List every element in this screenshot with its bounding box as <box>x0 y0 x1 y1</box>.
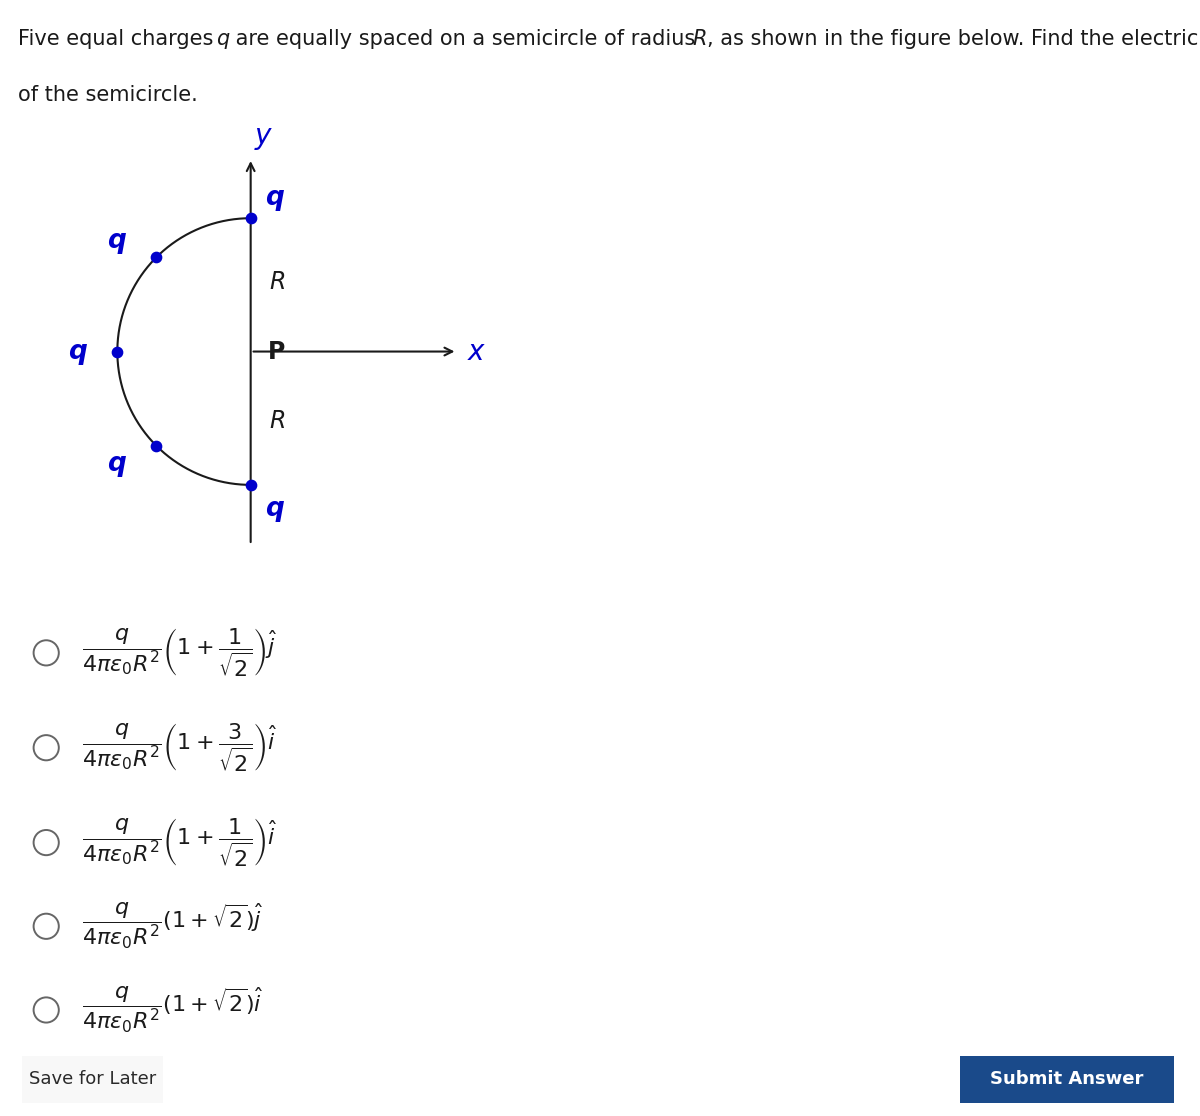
Text: $\mathit{R}$: $\mathit{R}$ <box>269 270 286 295</box>
Text: , as shown in the figure below. Find the electric field at the center P: , as shown in the figure below. Find the… <box>707 29 1200 49</box>
Text: $\dfrac{q}{4\pi\varepsilon_0 R^2}\left(1 + \dfrac{3}{\sqrt{2}}\right)\hat{i}$: $\dfrac{q}{4\pi\varepsilon_0 R^2}\left(1… <box>82 722 277 773</box>
Text: of the semicircle.: of the semicircle. <box>18 85 198 105</box>
Text: q: q <box>265 185 284 211</box>
Text: Save for Later: Save for Later <box>29 1070 156 1088</box>
Text: $\dfrac{q}{4\pi\varepsilon_0 R^2}(1 + \sqrt{2})\hat{i}$: $\dfrac{q}{4\pi\varepsilon_0 R^2}(1 + \s… <box>82 985 263 1035</box>
FancyBboxPatch shape <box>949 1054 1184 1105</box>
Text: $\dfrac{q}{4\pi\varepsilon_0 R^2}(1 + \sqrt{2})\hat{j}$: $\dfrac{q}{4\pi\varepsilon_0 R^2}(1 + \s… <box>82 902 263 951</box>
Text: q: q <box>107 452 126 478</box>
Text: q: q <box>216 29 229 49</box>
Point <box>146 249 166 267</box>
Text: q: q <box>265 496 284 522</box>
Point <box>146 436 166 454</box>
Text: $\mathit{y}$: $\mathit{y}$ <box>254 124 274 152</box>
Text: R: R <box>692 29 707 49</box>
Text: $\mathit{x}$: $\mathit{x}$ <box>467 337 486 366</box>
Text: q: q <box>107 229 126 254</box>
Text: Five equal charges: Five equal charges <box>18 29 220 49</box>
FancyBboxPatch shape <box>14 1054 170 1105</box>
Text: $\dfrac{q}{4\pi\varepsilon_0 R^2}\left(1 + \dfrac{1}{\sqrt{2}}\right)\hat{i}$: $\dfrac{q}{4\pi\varepsilon_0 R^2}\left(1… <box>82 817 277 868</box>
Point <box>241 475 260 493</box>
Text: are equally spaced on a semicircle of radius: are equally spaced on a semicircle of ra… <box>229 29 702 49</box>
Point <box>108 343 127 360</box>
Text: $\dfrac{q}{4\pi\varepsilon_0 R^2}\left(1 + \dfrac{1}{\sqrt{2}}\right)\hat{j}$: $\dfrac{q}{4\pi\varepsilon_0 R^2}\left(1… <box>82 627 277 679</box>
Text: Submit Answer: Submit Answer <box>990 1070 1144 1088</box>
Text: P: P <box>268 339 286 364</box>
Text: q: q <box>68 338 86 365</box>
Point <box>241 210 260 228</box>
Text: $\mathit{R}$: $\mathit{R}$ <box>269 408 286 433</box>
